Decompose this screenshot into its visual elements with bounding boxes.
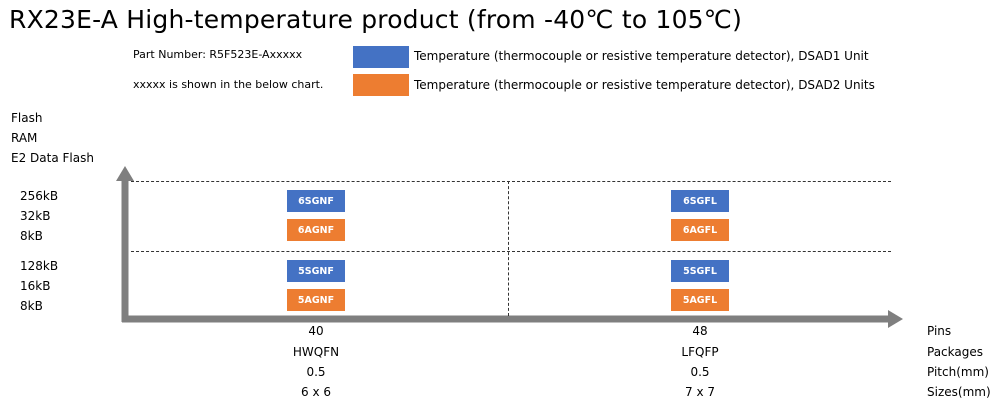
x-label-sizes: Sizes(mm) — [927, 385, 991, 399]
page-title: RX23E-A High-temperature product (from -… — [9, 5, 743, 34]
part-number: Part Number: R5F523E-Axxxxx — [133, 48, 303, 61]
row-0-ram-label: 32kB — [20, 209, 51, 223]
chip-6sgfl: 6SGFL — [671, 190, 729, 212]
col-0-pins: 40 — [308, 324, 324, 338]
y-axis-title-e2-flash: E2 Data Flash — [11, 151, 94, 165]
chip-6agfl: 6AGFL — [671, 219, 729, 241]
col-1-size: 7 x 7 — [685, 385, 715, 399]
col-1-pitch: 0.5 — [690, 365, 710, 379]
col-1-package: LFQFP — [681, 345, 719, 359]
x-axis-arrowhead — [888, 310, 903, 328]
y-axis-arrowhead — [116, 166, 134, 181]
x-label-packages: Packages — [927, 345, 983, 359]
col-1-pins: 48 — [692, 324, 708, 338]
row-0-flash-label: 256kB — [20, 189, 59, 203]
grid-line-top — [131, 181, 891, 182]
row-0-e2-label: 8kB — [20, 229, 43, 243]
chip-5sgfl: 5SGFL — [671, 260, 729, 282]
y-axis-title-ram: RAM — [11, 131, 38, 145]
x-label-pitch: Pitch(mm) — [927, 365, 989, 379]
chip-6sgnf: 6SGNF — [287, 190, 345, 212]
chip-6agnf: 6AGNF — [287, 219, 345, 241]
row-1-ram-label: 16kB — [20, 279, 51, 293]
col-0-size: 6 x 6 — [301, 385, 331, 399]
y-axis-title-flash: Flash — [11, 111, 43, 125]
grid-line-column-divider — [508, 181, 509, 316]
col-0-pitch: 0.5 — [306, 365, 326, 379]
chip-5sgnf: 5SGNF — [287, 260, 345, 282]
legend-label-dsad2: Temperature (thermocouple or resistive t… — [414, 78, 875, 92]
row-1-e2-label: 8kB — [20, 299, 43, 313]
chip-5agnf: 5AGNF — [287, 289, 345, 311]
row-1-flash-label: 128kB — [20, 259, 59, 273]
col-0-package: HWQFN — [292, 345, 340, 359]
legend-swatch-dsad2 — [353, 74, 409, 96]
grid-line-middle — [131, 251, 891, 252]
legend-swatch-dsad1 — [353, 46, 409, 68]
legend-label-dsad1: Temperature (thermocouple or resistive t… — [414, 49, 869, 63]
chart-note: xxxxx is shown in the below chart. — [133, 78, 324, 91]
chip-5agfl: 5AGFL — [671, 289, 729, 311]
x-label-pins: Pins — [927, 324, 952, 338]
